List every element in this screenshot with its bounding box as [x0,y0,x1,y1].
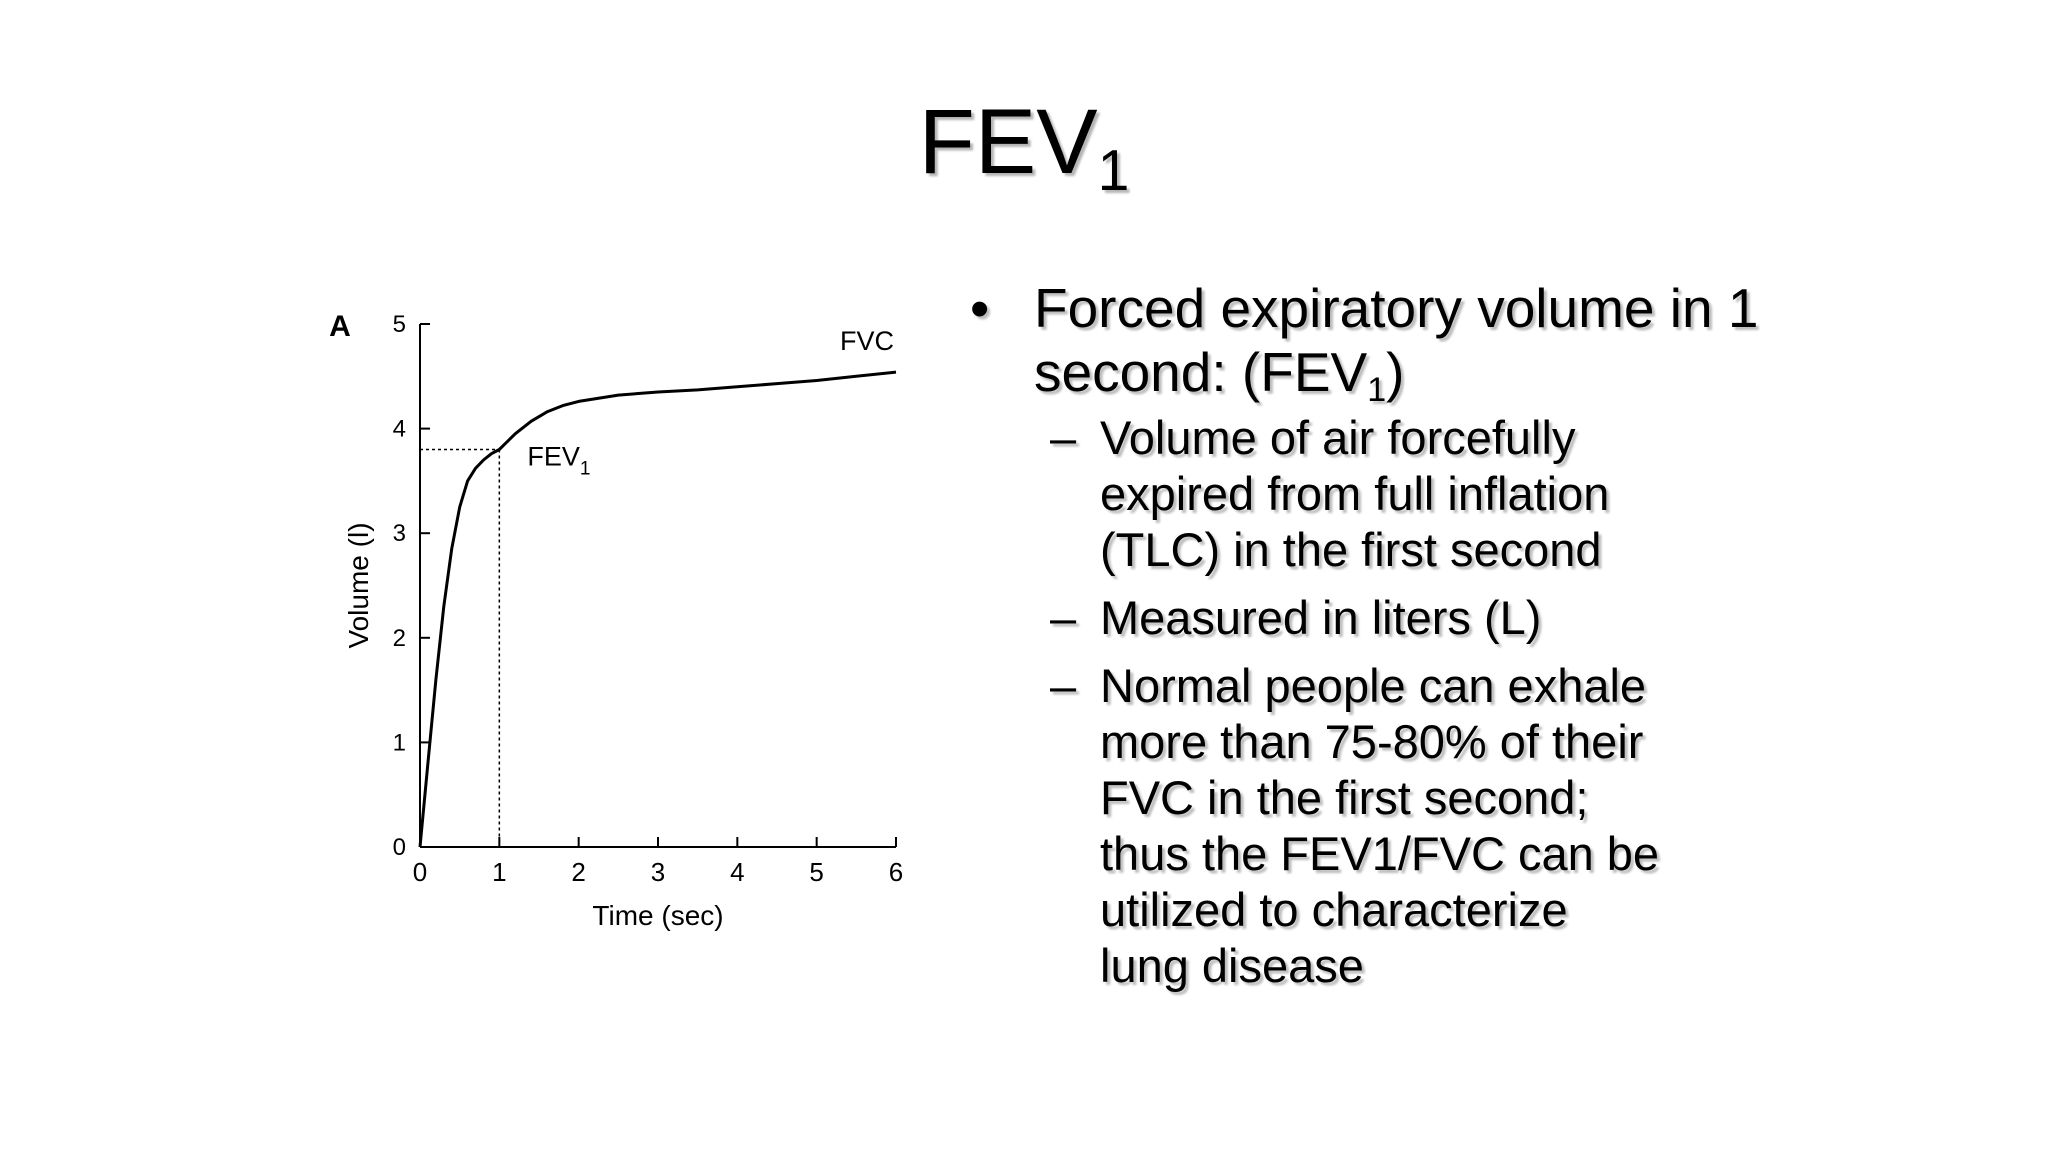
fev1-chart-svg: 0 1 2 3 4 5 0 1 2 3 4 5 6 Time (sec) Volume (l) A FEV1 FV… [329,310,903,931]
sub-bullet-marker: – [1050,591,1077,644]
sub-bullet-text: Normal people can exhale more than 75-80… [1100,659,1660,992]
bullet-marker: • [970,277,990,339]
sub-bullet-item: – Measured in liters (L) [970,590,1660,646]
y-tick-label: 1 [393,729,406,756]
sub-bullet-marker: – [1050,659,1077,712]
y-axis-label: Volume (l) [343,522,374,648]
x-axis-label: Time (sec) [592,900,723,931]
sub-bullet-text: Volume of air forcefully expired from fu… [1100,411,1610,576]
y-tick-label: 5 [393,311,406,338]
panel-label: A [329,310,351,343]
fev1-chart: 0 1 2 3 4 5 0 1 2 3 4 5 6 Time (sec) Volume (l) A FEV1 FV… [316,290,936,950]
x-tick-label: 4 [730,857,744,887]
sub-bullet-list: – Volume of air forcefully expired from … [970,410,2048,994]
sub-bullet-item: – Volume of air forcefully expired from … [970,410,1660,578]
slide-title-subscript: 1 [1097,139,1130,204]
x-tick-label: 6 [889,857,903,887]
bullet-main-text-a: Forced expiratory volume in 1 second: (F… [1034,277,1759,403]
fvc-annotation: FVC [840,326,894,356]
slide-title-main: FEV [918,91,1098,193]
sub-bullet-text: Measured in liters (L) [1100,591,1542,644]
sub-bullet-marker: – [1050,411,1077,464]
bullet-main-subscript: 1 [1367,371,1387,410]
fev1-annotation: FEV1 [527,442,590,480]
slide-title: FEV1 [0,91,2048,200]
x-tick-label: 3 [651,857,665,887]
bullet-main: • Forced expiratory volume in 1 second: … [970,276,1794,407]
y-tick-label: 4 [393,416,406,443]
y-tick-label: 3 [393,520,406,547]
bullet-main-text-b: ) [1386,341,1405,403]
x-tick-label: 5 [809,857,823,887]
x-tick-label: 2 [571,857,585,887]
sub-bullet-item: – Normal people can exhale more than 75-… [970,658,1660,994]
x-tick-label: 0 [413,857,427,887]
y-tick-label: 2 [393,625,406,652]
fvc-curve [418,370,897,848]
y-tick-label: 0 [393,834,406,861]
x-tick-label: 1 [492,857,506,887]
bullet-list: • Forced expiratory volume in 1 second: … [970,276,2048,1006]
bullet-main-text: Forced expiratory volume in 1 second: (F… [1034,277,1759,407]
